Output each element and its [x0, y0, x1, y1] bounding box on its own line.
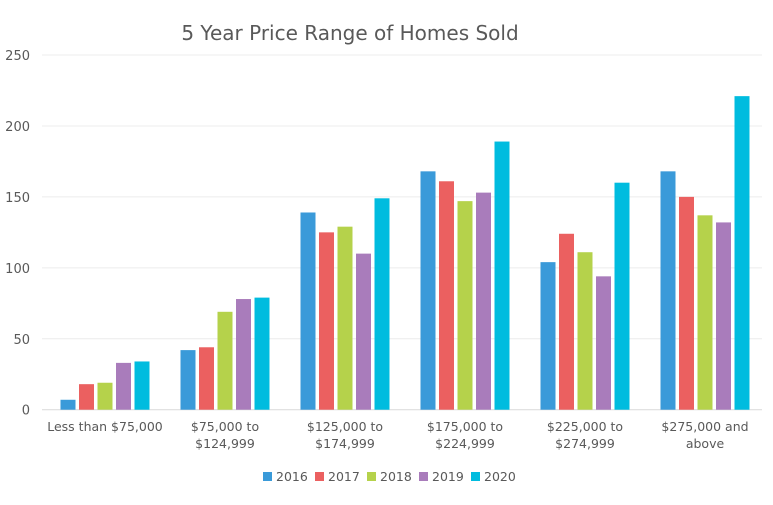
- bar-2017: [319, 232, 334, 410]
- bar-2018: [337, 226, 353, 410]
- bar-2019: [476, 192, 491, 410]
- x-tick-label: $275,000 and: [661, 419, 748, 434]
- x-tick-label: $174,999: [315, 436, 375, 451]
- bar-2019: [356, 253, 371, 410]
- legend-label-2020: 2020: [484, 469, 516, 484]
- bar-2016: [660, 171, 676, 410]
- y-tick-label: 100: [5, 262, 30, 277]
- bar-2019: [116, 362, 131, 410]
- x-tick-label: above: [686, 436, 725, 451]
- bar-2016: [300, 212, 316, 410]
- bar-2019: [716, 222, 731, 410]
- bar-2019: [236, 299, 251, 410]
- legend-swatch-2017: [315, 472, 324, 481]
- bar-2018: [97, 382, 113, 410]
- x-tick-label: $175,000 to: [427, 419, 503, 434]
- x-tick-label: $125,000 to: [307, 419, 383, 434]
- x-tick-label: $224,999: [435, 436, 495, 451]
- legend-swatch-2019: [419, 472, 428, 481]
- bar-2017: [679, 196, 694, 410]
- x-tick-label: $124,999: [195, 436, 255, 451]
- x-tick-label: $274,999: [555, 436, 615, 451]
- bar-2017: [199, 347, 214, 410]
- legend-label-2016: 2016: [276, 469, 308, 484]
- legend-label-2017: 2017: [328, 469, 360, 484]
- bar-2018: [217, 311, 233, 410]
- x-tick-label: $225,000 to: [547, 419, 623, 434]
- bar-2020: [254, 297, 270, 410]
- bar-2017: [79, 384, 94, 410]
- bar-2016: [420, 171, 436, 410]
- bar-2016: [540, 262, 556, 410]
- y-tick-label: 150: [5, 191, 30, 206]
- x-tick-label: Less than $75,000: [47, 419, 163, 434]
- bar-2018: [697, 215, 713, 410]
- bar-2020: [614, 182, 630, 410]
- y-tick-label: 0: [22, 404, 30, 419]
- bar-2016: [60, 399, 76, 410]
- bar-2020: [734, 96, 750, 410]
- y-tick-label: 250: [5, 49, 30, 64]
- bar-2018: [457, 201, 473, 410]
- y-tick-label: 200: [5, 120, 30, 135]
- bar-2020: [494, 141, 510, 410]
- legend-swatch-2020: [471, 472, 480, 481]
- bar-2016: [180, 350, 196, 410]
- bar-2020: [374, 198, 390, 410]
- legend-swatch-2018: [367, 472, 376, 481]
- y-tick-label: 50: [13, 333, 30, 348]
- bar-2017: [439, 181, 454, 410]
- chart-title: 5 Year Price Range of Homes Sold: [181, 21, 518, 45]
- bar-2018: [577, 252, 593, 410]
- bar-2017: [559, 233, 574, 410]
- bar-2019: [596, 276, 611, 410]
- legend-label-2019: 2019: [432, 469, 464, 484]
- legend-label-2018: 2018: [380, 469, 412, 484]
- legend-swatch-2016: [263, 472, 272, 481]
- bar-2020: [134, 361, 150, 410]
- x-tick-label: $75,000 to: [191, 419, 259, 434]
